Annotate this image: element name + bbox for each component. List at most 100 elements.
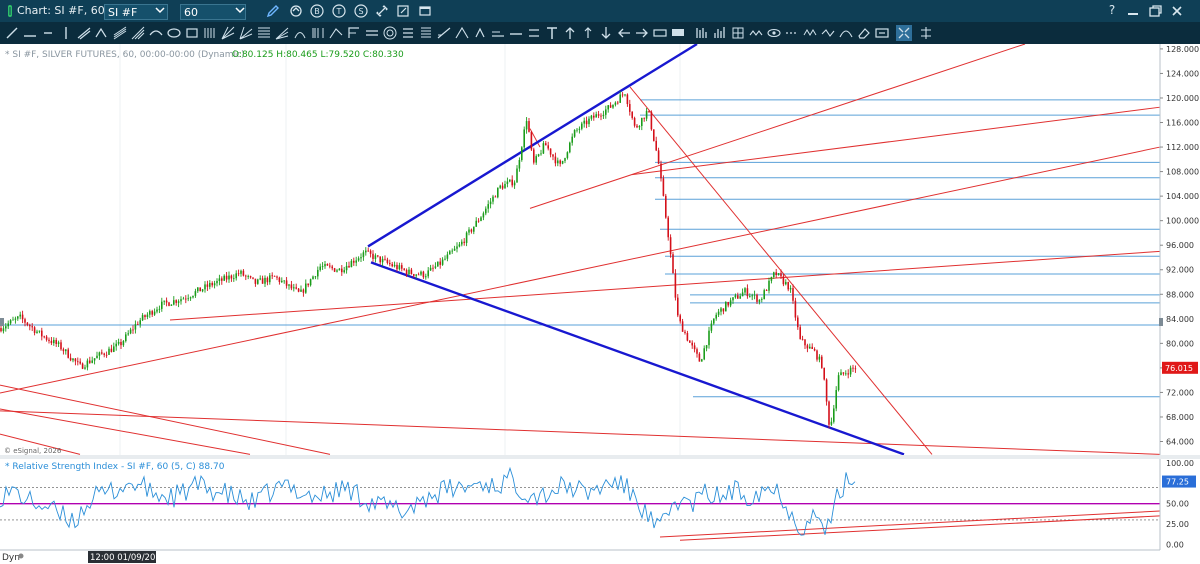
sell-icon[interactable]: S (354, 4, 368, 18)
grid-tool-icon[interactable] (730, 25, 746, 41)
callout-tool-icon[interactable] (670, 25, 686, 41)
left-resize-handle[interactable] (0, 318, 4, 326)
layout-icon[interactable] (418, 4, 432, 18)
extended-line-tool-icon[interactable] (508, 25, 524, 41)
candle-body (816, 350, 818, 360)
flag-tool-icon[interactable] (418, 25, 434, 41)
pane-separator[interactable] (0, 455, 1200, 459)
parallel-channel-tool-icon[interactable] (94, 25, 110, 41)
candle-body (701, 359, 703, 362)
link-icon[interactable] (375, 4, 389, 18)
symbol-input[interactable] (104, 4, 168, 20)
buy-icon[interactable]: B (310, 4, 324, 18)
vertical-line-tool-icon[interactable] (58, 25, 74, 41)
up-arrow-tool-icon[interactable] (562, 25, 578, 41)
up-arrow-alt-tool-icon[interactable] (580, 25, 596, 41)
help-button[interactable]: ? (1108, 3, 1116, 17)
fib-extension-tool-icon[interactable] (328, 25, 344, 41)
fib-fan-tool-icon[interactable] (274, 25, 290, 41)
candle-body (605, 109, 607, 115)
candle-body (50, 340, 53, 344)
wave-tool-icon[interactable] (820, 25, 836, 41)
elliott-wave-tool-icon[interactable] (364, 25, 380, 41)
candle-body (417, 274, 420, 276)
refresh-icon[interactable] (289, 4, 303, 18)
minimize-icon[interactable] (1126, 4, 1140, 18)
candle-body (444, 258, 446, 260)
histogram-tool-icon[interactable] (712, 25, 728, 41)
candle-body (773, 272, 775, 277)
candle-body (602, 114, 605, 117)
gann-fan-tool-icon[interactable] (220, 25, 236, 41)
fib-retracement-tool-icon[interactable] (256, 25, 272, 41)
speed-lines-tool-icon[interactable] (238, 25, 254, 41)
text-label-tool-icon[interactable] (544, 25, 560, 41)
trendline-tool-icon[interactable] (4, 25, 20, 41)
candle-body (609, 105, 612, 108)
blue-trend-line (370, 261, 905, 456)
candle-body (506, 181, 509, 184)
price-projection-tool-icon[interactable] (346, 25, 362, 41)
restore-icon[interactable] (1148, 4, 1162, 18)
candle-body (261, 278, 264, 284)
candle-body (809, 346, 811, 349)
close-icon[interactable] (1170, 4, 1184, 18)
snap-icon[interactable] (918, 25, 934, 41)
horizontal-line-tool-icon[interactable] (22, 25, 38, 41)
dyn-label[interactable]: Dyn (2, 553, 20, 563)
candle-body (461, 241, 463, 245)
price-tick-label: 116.000 (1166, 119, 1199, 128)
volume-profile-tool-icon[interactable] (694, 25, 710, 41)
arrow-up-down-tool-icon[interactable] (472, 25, 488, 41)
candle-body (482, 213, 485, 218)
candle-body (801, 338, 804, 340)
notes-icon[interactable] (396, 4, 410, 18)
rectangle-tool-icon[interactable] (184, 25, 200, 41)
candle-body (561, 160, 564, 164)
candle-body (453, 248, 456, 251)
right-resize-handle[interactable] (1159, 318, 1163, 326)
candle-body (290, 284, 293, 289)
lock-drawings-icon[interactable] (896, 25, 912, 41)
down-arrow-tool-icon[interactable] (598, 25, 614, 41)
chevron-down-icon[interactable] (235, 5, 245, 15)
fib-time-zones-tool-icon[interactable] (310, 25, 326, 41)
candle-body (271, 275, 273, 277)
interval-input[interactable] (180, 4, 246, 20)
chart-area[interactable]: 128.000 124.000 120.000 116.000 112.000 108.0… (0, 44, 1200, 564)
andrews-pitchfork-tool-icon[interactable] (130, 25, 146, 41)
dotted-line-tool-icon[interactable] (784, 25, 800, 41)
eye-tool-icon[interactable] (766, 25, 782, 41)
chevron-down-icon[interactable] (155, 5, 165, 15)
price-pane-header: * SI #F, SILVER FUTURES, 60, 00:00-00:00… (5, 50, 244, 60)
dot-icon (18, 553, 24, 559)
zigzag-tool-icon[interactable] (802, 25, 818, 41)
ruler-tool-icon[interactable] (436, 25, 452, 41)
bracket-tool-icon[interactable] (526, 25, 542, 41)
right-arrow-tool-icon[interactable] (634, 25, 650, 41)
ellipse-tool-icon[interactable] (166, 25, 182, 41)
arc-tool-icon[interactable] (148, 25, 164, 41)
eraser-icon[interactable] (856, 25, 872, 41)
swing-tool-icon[interactable] (748, 25, 764, 41)
cycle-lines-tool-icon[interactable] (202, 25, 218, 41)
candle-body (336, 270, 338, 272)
target-tool-icon[interactable] (382, 25, 398, 41)
price-label-tool-icon[interactable] (652, 25, 668, 41)
channel-tool-icon[interactable] (76, 25, 92, 41)
fib-arc-tool-icon[interactable] (292, 25, 308, 41)
text-tool-icon[interactable] (400, 25, 416, 41)
regression-tool-icon[interactable] (112, 25, 128, 41)
curve-tool-icon[interactable] (838, 25, 854, 41)
candle-body (741, 292, 744, 297)
delete-drawings-icon[interactable] (874, 25, 890, 41)
candle-body (48, 339, 50, 341)
ray-tool-icon[interactable] (490, 25, 506, 41)
gann-box-tool-icon[interactable] (454, 25, 470, 41)
candle-body (389, 262, 391, 265)
candle-body (259, 278, 261, 280)
left-arrow-tool-icon[interactable] (616, 25, 632, 41)
pencil-icon[interactable] (266, 4, 280, 18)
segment-tool-icon[interactable] (40, 25, 56, 41)
trade-icon[interactable]: T (332, 4, 346, 18)
